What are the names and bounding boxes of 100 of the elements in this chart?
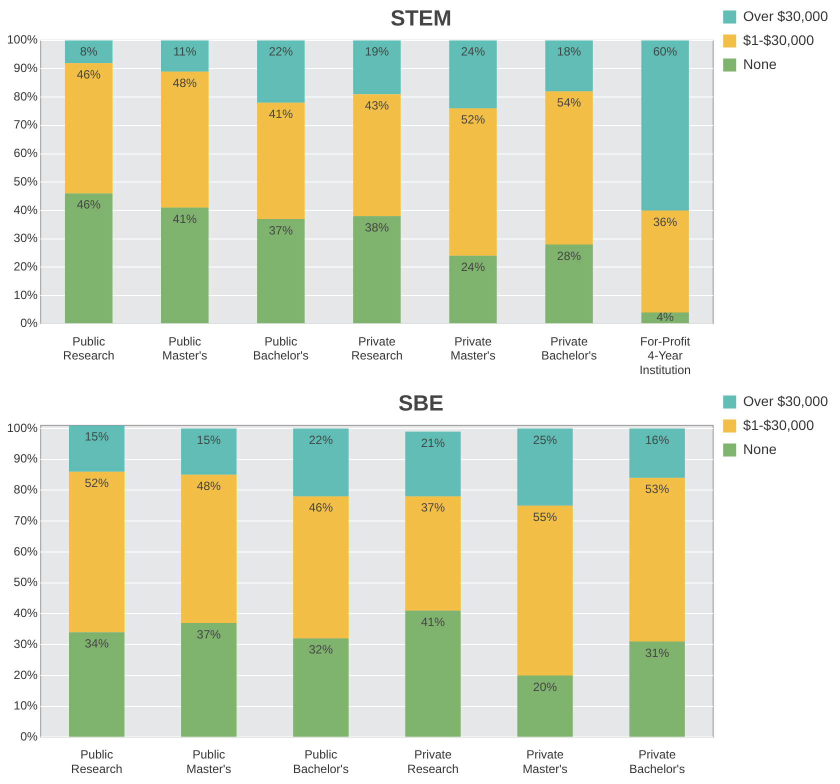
bar [293,638,349,737]
bar [293,428,349,496]
bar [68,425,124,472]
y-tick-label: 100% [6,420,38,435]
bar [629,428,685,478]
bar [181,622,237,737]
x-tick-label: Public Research [71,748,122,776]
bar [641,40,689,210]
bar [68,472,124,632]
bar [353,94,401,216]
data-label: 43% [364,98,390,113]
y-tick-label: 90% [14,452,38,466]
data-label: 18% [557,44,582,59]
data-label: 31% [645,646,670,660]
data-label: 16% [645,432,670,447]
bar [257,40,305,103]
bar [545,40,593,92]
bar [517,675,573,737]
bar [64,40,112,64]
legend-label: Over $30,000 [743,8,828,24]
bar [405,432,461,496]
x-tick-label: Public Bachelor's [293,748,349,776]
data-label: 38% [364,220,390,234]
y-tick-label: 80% [14,89,38,104]
x-tick-label: Public Master's [186,748,232,776]
legend-label: Over $30,000 [743,392,828,409]
bar [641,210,689,312]
bar [405,610,461,737]
data-label: 21% [420,436,446,450]
data-label: 4% [656,310,674,324]
legend-label: $1-$30,000 [743,32,814,48]
bar [161,40,209,72]
data-label: 53% [645,482,670,496]
data-label: 24% [460,44,486,59]
data-label: 52% [84,476,110,490]
data-label: 25% [533,432,558,447]
data-label: 36% [653,214,678,229]
bar [293,496,349,638]
y-tick-label: 90% [14,61,38,76]
data-label: 22% [308,432,334,447]
data-label: 48% [196,479,222,494]
y-tick-label: 0% [20,730,38,744]
bar [545,244,593,324]
x-tick-label: Private Bachelor's [629,748,685,776]
data-label: 46% [76,67,102,82]
x-tick-label: Public Research [63,334,114,363]
bar [629,642,685,737]
data-label: 15% [196,432,222,447]
data-label: 24% [460,260,486,274]
y-tick-label: 10% [14,288,38,302]
bar [161,72,209,208]
y-tick-label: 80% [14,482,38,497]
y-tick-label: 50% [14,174,38,188]
data-label: 46% [308,500,334,515]
x-tick-label: Private Bachelor's [541,334,597,363]
data-label: 41% [268,107,294,122]
data-label: 41% [420,614,446,629]
bar [517,506,573,676]
y-tick-label: 20% [14,668,38,682]
bar [517,428,573,506]
bar [449,256,497,324]
legend-label: $1-$30,000 [743,416,814,433]
bar [161,208,209,324]
data-label: 19% [364,44,390,59]
y-tick-label: 50% [14,575,38,590]
x-tick-label: Private Master's [450,334,496,363]
bar [257,218,305,324]
data-label: 55% [533,510,558,524]
legend-label: None [743,440,777,457]
data-label: 46% [76,198,102,212]
y-tick-label: 100% [6,32,38,47]
data-label: 15% [84,430,110,444]
y-tick-label: 70% [14,513,38,528]
data-label: 11% [173,44,197,59]
data-label: 60% [653,44,678,59]
chart-title: SBE [398,390,444,416]
data-label: 22% [268,44,294,59]
bar [257,102,305,219]
x-tick-label: Public Master's [162,334,208,363]
bar [68,632,124,737]
bar [181,474,237,623]
bar [545,91,593,244]
bar [449,108,497,256]
bar [449,40,497,108]
x-tick-label: Private Research [407,748,459,776]
legend-label: None [743,56,777,72]
chart-title: STEM [390,5,452,30]
bar [64,63,112,194]
x-tick-label: Private Research [351,334,403,363]
y-tick-label: 40% [14,606,38,620]
data-label: 8% [80,44,98,59]
data-label: 54% [557,96,582,110]
y-tick-label: 20% [14,259,38,274]
bar [353,216,401,324]
bar [181,428,237,475]
bar [405,496,461,611]
data-label: 37% [268,223,294,238]
y-tick-label: 40% [14,202,38,217]
x-tick-label: Private Master's [522,748,568,776]
bar [64,193,112,324]
